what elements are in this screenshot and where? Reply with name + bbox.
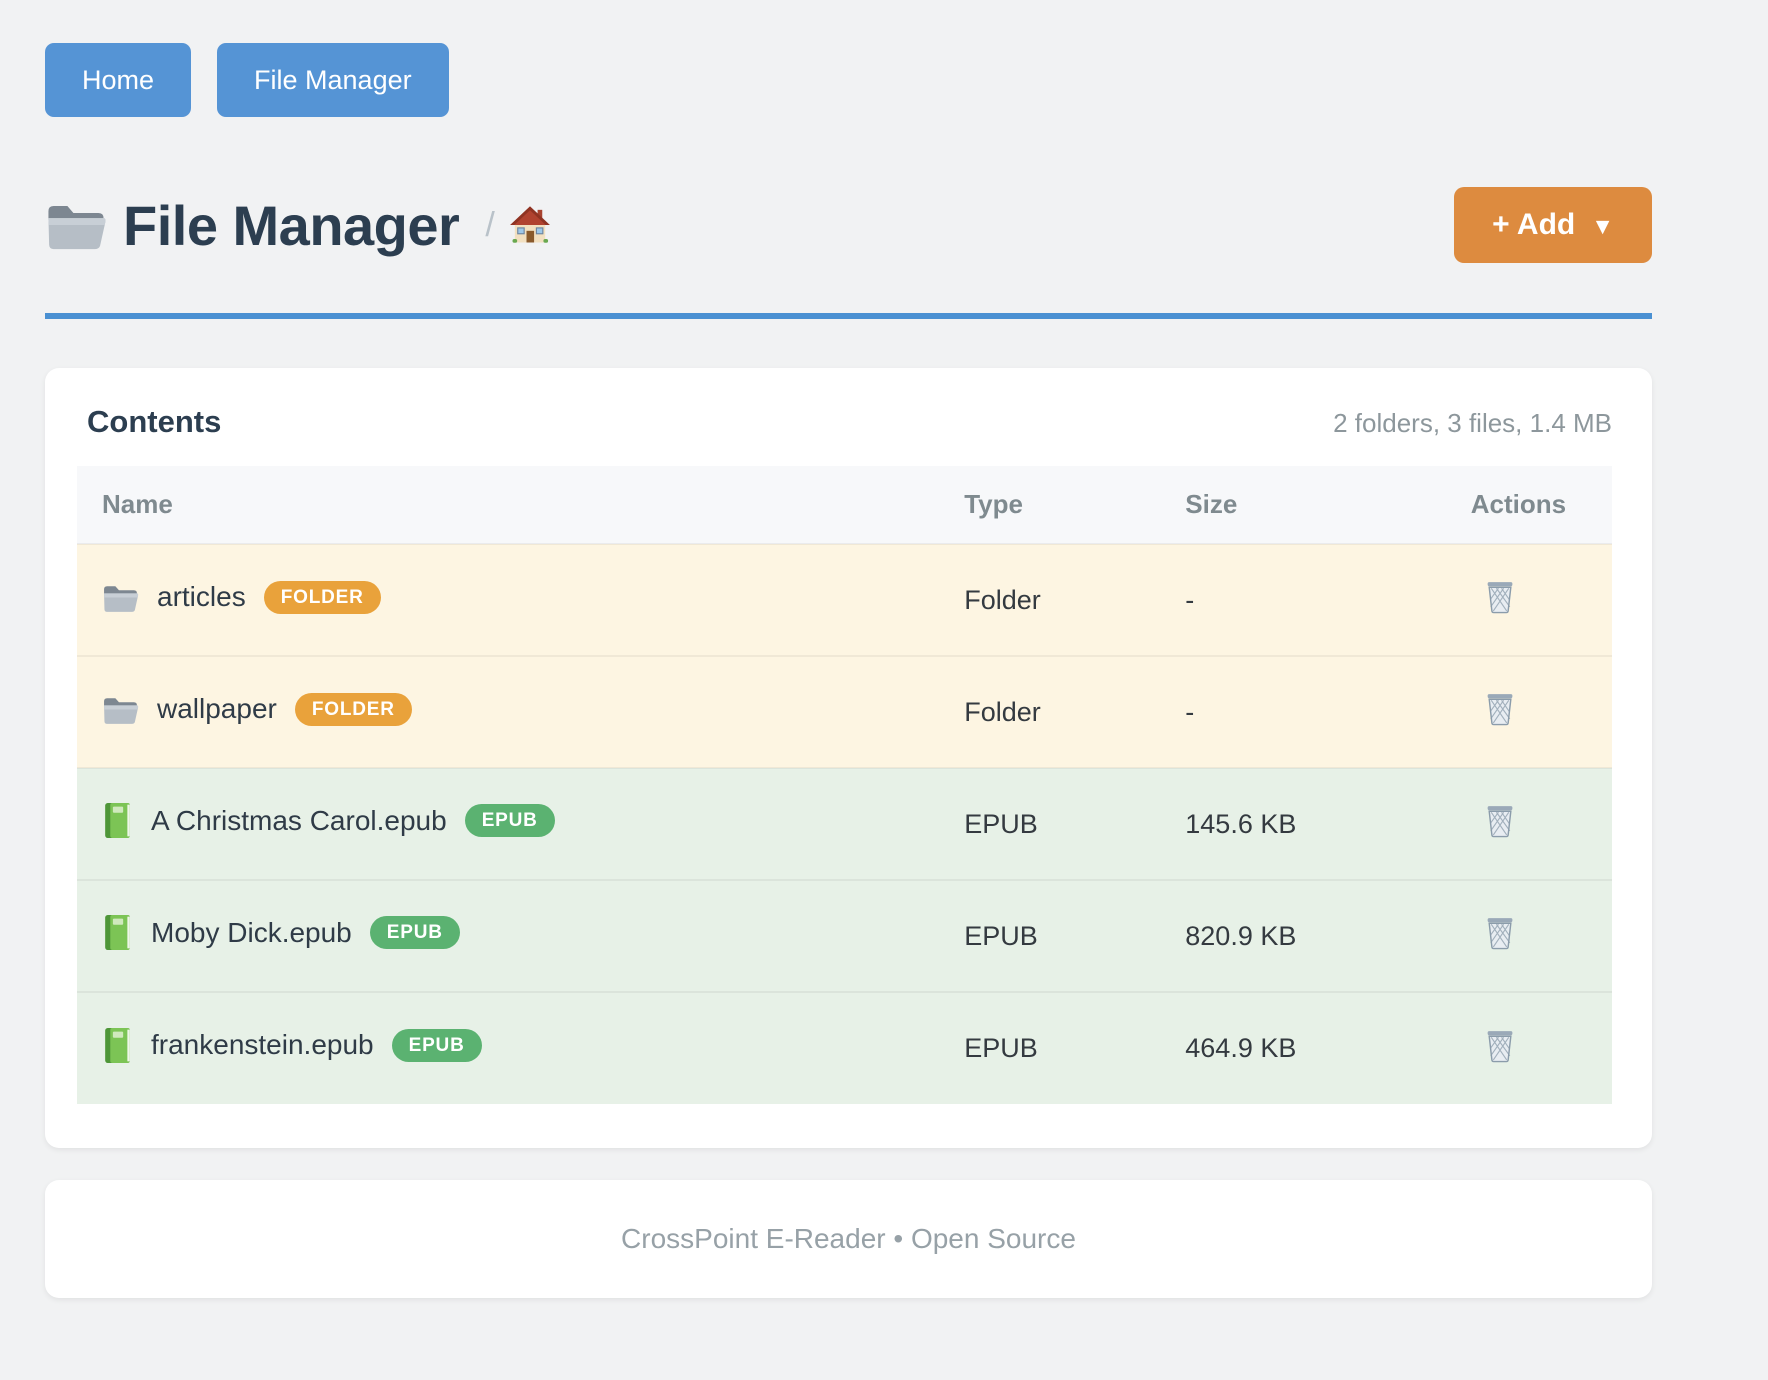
file-link[interactable]: frankenstein.epub EPUB [102,1027,482,1064]
size-cell: - [1185,656,1471,768]
size-cell: 145.6 KB [1185,768,1471,880]
column-header-type: Type [964,489,1023,519]
delete-button[interactable] [1484,1028,1515,1063]
folder-icon [102,694,139,725]
size-cell: - [1185,544,1471,656]
type-cell: EPUB [964,768,1186,880]
breadcrumb: / [485,205,551,245]
column-header-name: Name [102,489,173,519]
file-name: articles [157,581,246,612]
table-row: articles FOLDER Folder - [77,544,1612,656]
type-cell: Folder [964,544,1186,656]
nav-home-button[interactable]: Home [45,43,192,117]
table-row: Moby Dick.epub EPUB EPUB 820.9 KB [77,880,1612,992]
file-link[interactable]: articles FOLDER [102,580,381,614]
trash-icon [1484,579,1515,614]
book-icon [102,802,133,839]
type-cell: EPUB [964,880,1186,992]
table-row: A Christmas Carol.epub EPUB EPUB 145.6 K… [77,768,1612,880]
trash-icon [1484,1028,1515,1063]
delete-button[interactable] [1484,691,1515,726]
page-header: File Manager / + Add ▼ [45,187,1652,263]
file-link[interactable]: A Christmas Carol.epub EPUB [102,802,555,839]
book-icon [102,1027,133,1064]
caret-down-icon: ▼ [1591,212,1614,239]
size-cell: 464.9 KB [1185,992,1471,1104]
trash-icon [1484,691,1515,726]
column-header-size: Size [1185,489,1238,519]
book-icon [102,914,133,951]
table-header-row: Name Type Size Actions [77,466,1612,544]
folder-icon [45,199,107,251]
delete-button[interactable] [1484,803,1515,838]
file-name: frankenstein.epub [151,1029,374,1060]
folder-icon [102,582,139,613]
file-link[interactable]: Moby Dick.epub EPUB [102,914,460,951]
table-row: frankenstein.epub EPUB EPUB 464.9 KB [77,992,1612,1104]
trash-icon [1484,915,1515,950]
add-button-label: + Add [1492,208,1576,241]
file-name: wallpaper [157,693,277,724]
home-icon[interactable] [509,205,551,245]
file-name: Moby Dick.epub [151,916,352,948]
table-row: wallpaper FOLDER Folder - [77,656,1612,768]
top-nav: Home File Manager [45,43,1652,117]
delete-button[interactable] [1484,915,1515,950]
file-link[interactable]: wallpaper FOLDER [102,692,412,726]
type-badge: EPUB [464,804,555,837]
add-button[interactable]: + Add ▼ [1454,187,1652,263]
nav-file-manager-button[interactable]: File Manager [217,43,449,117]
page-container: Home File Manager File Manager / + Add ▼… [45,0,1652,1358]
delete-button[interactable] [1484,579,1515,614]
file-table: Name Type Size Actions articles FOLDER F… [77,466,1612,1104]
column-header-actions: Actions [1470,489,1567,519]
type-cell: EPUB [964,992,1186,1104]
type-cell: Folder [964,656,1186,768]
card-title: Contents [87,404,222,439]
footer-text: CrossPoint E-Reader • Open Source [621,1223,1076,1254]
title-divider [45,313,1652,319]
type-badge: EPUB [369,916,460,949]
breadcrumb-separator: / [485,205,495,244]
file-name: A Christmas Carol.epub [151,804,447,836]
type-badge: FOLDER [294,692,412,726]
contents-card: Contents 2 folders, 3 files, 1.4 MB Name… [45,368,1652,1148]
size-cell: 820.9 KB [1185,880,1471,992]
contents-summary: 2 folders, 3 files, 1.4 MB [1333,408,1612,438]
type-badge: EPUB [391,1028,482,1062]
footer: CrossPoint E-Reader • Open Source [45,1180,1652,1298]
type-badge: FOLDER [263,580,381,614]
trash-icon [1484,803,1515,838]
page-title: File Manager [123,193,460,257]
